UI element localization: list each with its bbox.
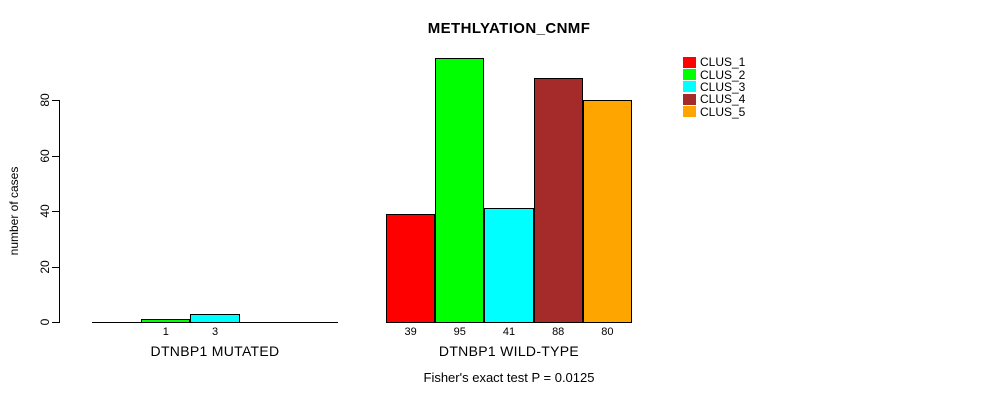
y-axis-tick bbox=[52, 100, 59, 101]
y-axis-tick-label: 80 bbox=[38, 93, 52, 107]
legend-swatch-clus_5 bbox=[683, 106, 696, 118]
group-label: DTNBP1 MUTATED bbox=[150, 343, 280, 359]
legend-item-clus_5: CLUS_5 bbox=[683, 106, 745, 118]
y-axis-tick bbox=[52, 322, 59, 323]
y-axis-tick bbox=[52, 266, 59, 268]
y-axis-tick bbox=[52, 155, 59, 157]
bar-clus_2-2 bbox=[435, 58, 485, 323]
legend-swatch-clus_1 bbox=[683, 56, 696, 68]
group-label: DTNBP1 WILD-TYPE bbox=[438, 343, 580, 359]
bar-clus_2-1 bbox=[141, 319, 191, 323]
bar-value-label: 95 bbox=[453, 326, 466, 338]
bar-value-label: 1 bbox=[162, 326, 169, 338]
legend-item-clus_1: CLUS_1 bbox=[683, 56, 745, 68]
bar-clus_3-1 bbox=[190, 313, 240, 323]
y-axis-tick-label: 0 bbox=[38, 318, 52, 326]
bar-clus_5-2 bbox=[582, 100, 632, 323]
bar-value-label: 88 bbox=[552, 326, 565, 338]
y-axis-tick bbox=[52, 211, 59, 212]
y-axis-tick-label: 40 bbox=[38, 204, 52, 218]
legend-swatch-clus_2 bbox=[683, 69, 696, 81]
legend-item-clus_4: CLUS_4 bbox=[683, 93, 745, 105]
legend-item-clus_3: CLUS_3 bbox=[683, 81, 745, 93]
bar-value-label: 39 bbox=[404, 326, 417, 338]
y-axis-line bbox=[59, 100, 60, 323]
bar-value-label: 41 bbox=[502, 326, 516, 338]
legend-label: CLUS_2 bbox=[700, 67, 746, 82]
bar-clus_3-2 bbox=[484, 208, 534, 323]
bar-clus_4-2 bbox=[533, 77, 583, 323]
chart-title: METHLYATION_CNMF bbox=[427, 20, 591, 37]
legend-label: CLUS_5 bbox=[700, 104, 746, 119]
legend-label: CLUS_4 bbox=[700, 92, 746, 107]
legend-item-clus_2: CLUS_2 bbox=[683, 67, 746, 82]
y-axis-tick-label: 60 bbox=[38, 148, 52, 163]
legend-swatch-clus_3 bbox=[683, 81, 696, 93]
legend-label: CLUS_3 bbox=[700, 79, 746, 94]
legend-swatch-clus_4 bbox=[683, 93, 696, 105]
bar-value-label: 3 bbox=[211, 326, 219, 338]
legend: CLUS_1 CLUS_2 CLUS_3 CLUS_4 CLUS_5 bbox=[683, 56, 745, 118]
bar-clus_1-2 bbox=[386, 213, 436, 323]
y-axis-tick-label: 20 bbox=[38, 259, 52, 274]
bar-value-label: 80 bbox=[601, 326, 614, 338]
legend-label: CLUS_1 bbox=[700, 55, 746, 70]
fisher-test-annotation: Fisher's exact test P = 0.0125 bbox=[423, 370, 595, 385]
